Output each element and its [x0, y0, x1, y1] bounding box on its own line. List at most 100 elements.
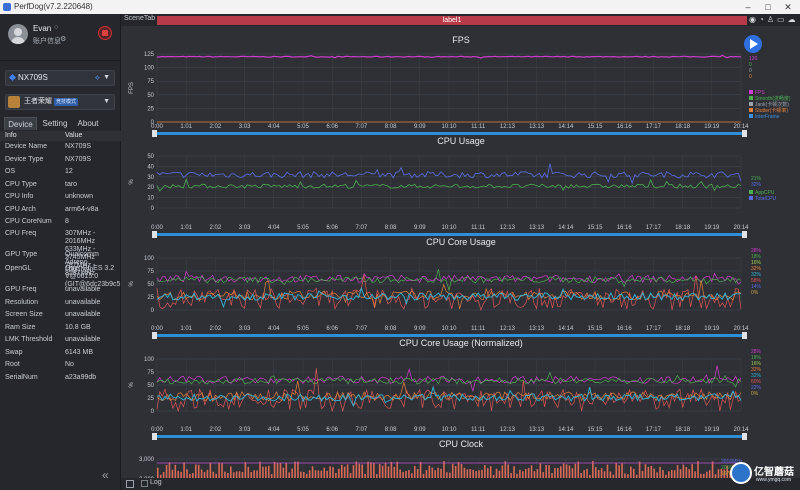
user-icon[interactable]: ♙ — [766, 15, 777, 24]
clock-bar — [431, 467, 434, 478]
location-icon[interactable]: ◉ — [749, 15, 759, 24]
time-tick-label: 13:13 — [529, 225, 545, 231]
chevron-down-icon: ▼ — [103, 74, 110, 81]
clock-bar — [227, 472, 229, 478]
clock-bar — [571, 468, 574, 478]
legend-value: 0 — [749, 62, 752, 68]
log-checkbox[interactable] — [141, 480, 148, 487]
time-tick-label: 18:18 — [675, 124, 691, 130]
info-value: No — [65, 361, 74, 369]
clock-bar — [668, 471, 670, 478]
info-value-line: (GIT@6dc23b9c5 — [65, 281, 121, 288]
time-tick-label: 2:02 — [210, 225, 222, 231]
legend-label: TotalCPU — [755, 196, 777, 202]
clock-bar — [437, 467, 439, 478]
watermark-logo — [730, 462, 752, 484]
clock-icon[interactable]: ◔ — [758, 15, 767, 24]
clock-bar — [454, 466, 457, 478]
core-series-line — [156, 269, 742, 292]
minimize-button[interactable]: – — [745, 2, 751, 12]
clock-bar — [618, 465, 620, 478]
info-value-line: unknown — [65, 193, 94, 200]
info-value-line: No — [65, 361, 74, 368]
time-tick-label: 0:00 — [151, 124, 163, 130]
time-tick-label: 1:01 — [180, 225, 192, 231]
clock-bar — [428, 465, 431, 478]
clock-bar — [603, 471, 606, 478]
time-tick-label: 3:03 — [239, 225, 251, 231]
legend-value: 32% — [751, 367, 762, 373]
time-tick-label: 0:00 — [151, 427, 163, 433]
clock-bar — [361, 464, 363, 478]
clock-bar — [440, 468, 442, 478]
tab-about[interactable]: About — [77, 119, 99, 128]
clock-bar — [262, 466, 264, 478]
time-tick-label: 17:17 — [646, 225, 662, 231]
y-axis-label: % — [129, 179, 135, 185]
watermark-url: www.ymgq.com — [756, 477, 792, 483]
clock-bar — [230, 466, 232, 478]
toolbar-icons: ◉◔♙▭☁ — [749, 15, 799, 25]
app-selector[interactable]: 王者荣耀 竞技模式 ▼ — [5, 94, 115, 110]
clock-bar — [720, 468, 723, 478]
cloud-icon[interactable]: ☁ — [787, 15, 799, 24]
tab-device[interactable]: Device — [4, 117, 37, 130]
clock-bar — [340, 464, 343, 478]
collapse-sidebar-icon[interactable]: « — [102, 468, 109, 482]
clock-bar — [238, 471, 241, 478]
info-value: OpenGL ES 3.2 V@0615.0 (GIT@6dc23b9c5 — [65, 265, 120, 289]
time-tick-label: 15:15 — [587, 427, 603, 433]
play-icon[interactable] — [126, 480, 134, 488]
user-settings-icon[interactable]: ⚙ — [60, 36, 67, 43]
record-stop-button[interactable] — [98, 26, 112, 40]
time-tick-label: 15:15 — [587, 225, 603, 231]
info-value-line: 307MHz - 2016MHz — [65, 230, 96, 245]
y-tick-label: 125 — [144, 52, 155, 58]
legend-swatch — [749, 102, 753, 106]
clock-bar — [481, 469, 483, 478]
range-handle-right — [742, 231, 747, 238]
game-app-icon — [8, 96, 20, 108]
legend-value: 60% — [751, 379, 762, 385]
clock-bar — [402, 472, 404, 478]
maximize-button[interactable]: □ — [765, 2, 771, 12]
y-tick-label: 0 — [151, 409, 155, 415]
clock-bar — [308, 470, 311, 478]
device-selector[interactable]: NX709S ⟡ ▼ — [5, 70, 115, 86]
clock-bar — [355, 461, 358, 478]
info-key: Ram Size — [5, 324, 36, 331]
avatar[interactable] — [8, 24, 28, 44]
clock-bar — [285, 462, 288, 478]
core-series-line — [156, 385, 742, 408]
scene-label-bar[interactable]: label1 — [157, 16, 747, 25]
clock-bar — [323, 467, 326, 478]
info-value-line: a23a99db — [65, 374, 97, 381]
tab-setting[interactable]: Setting — [42, 119, 68, 128]
time-tick-label: 12:13 — [500, 326, 516, 332]
clock-bar — [186, 469, 188, 478]
chevron-down-icon: ▼ — [103, 98, 110, 105]
info-key: CPU Arch — [5, 206, 36, 213]
close-button[interactable]: ✕ — [784, 2, 792, 12]
clock-bar — [159, 474, 162, 478]
clock-bar — [329, 466, 331, 478]
y-tick-label: 25 — [147, 295, 154, 301]
time-tick-label: 3:03 — [239, 427, 251, 433]
clock-bar — [463, 467, 466, 478]
clock-bar — [580, 472, 582, 478]
info-value-line: 12 — [65, 168, 73, 175]
folder-icon[interactable]: ▭ — [777, 15, 788, 24]
scene-tab[interactable]: SceneTab — [124, 15, 156, 22]
watermark-text: 亿智蘑菇 — [754, 467, 794, 478]
clock-bar — [670, 469, 673, 478]
legend-value: 16% — [751, 260, 762, 266]
legend-value: 32% — [751, 373, 762, 379]
scene-label: label1 — [442, 17, 462, 24]
legend-value: 18% — [751, 355, 762, 361]
time-tick-label: 16:16 — [617, 124, 633, 130]
clock-bar — [317, 470, 320, 478]
info-key: Device Type — [5, 156, 44, 163]
time-tick-label: 1:01 — [180, 427, 192, 433]
account-info-link[interactable]: 账户信息 — [33, 38, 61, 45]
clock-bar — [653, 468, 655, 478]
